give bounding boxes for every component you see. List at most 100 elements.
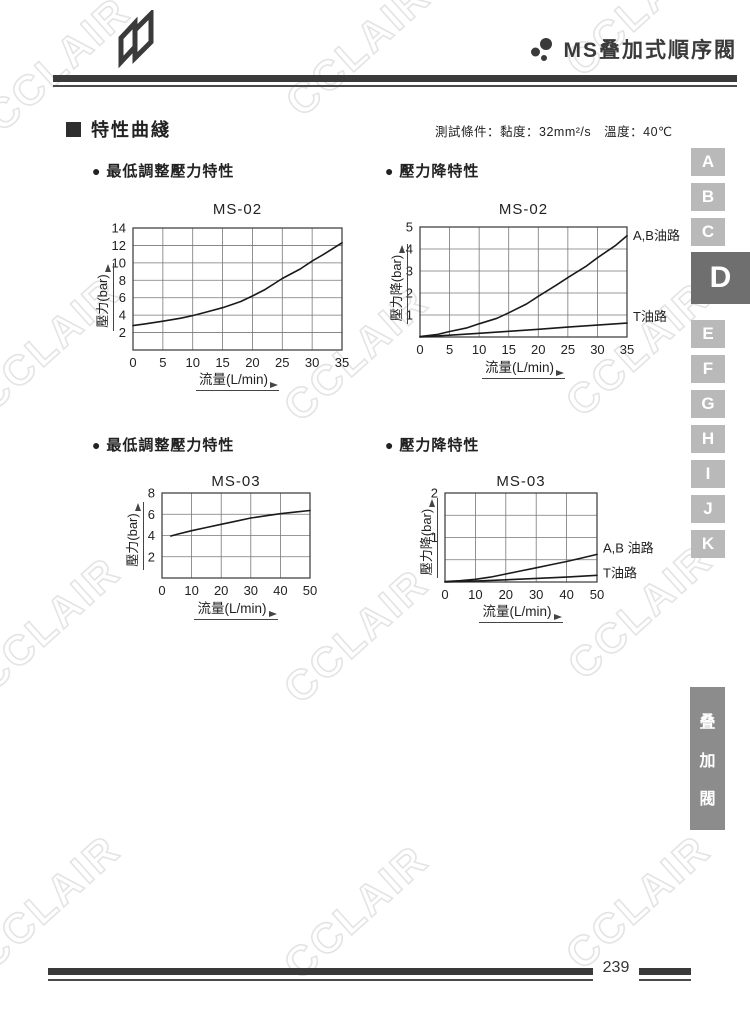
axis-arrow-icon	[556, 370, 564, 376]
sidebar-tab-h: H	[691, 425, 725, 453]
svg-text:A,B油路: A,B油路	[633, 228, 680, 243]
axis-arrow-icon	[105, 264, 111, 273]
svg-text:25: 25	[561, 342, 575, 357]
svg-text:10: 10	[468, 587, 482, 602]
svg-text:40: 40	[273, 583, 287, 598]
svg-text:14: 14	[112, 221, 126, 236]
sidebar-tab-f: F	[691, 355, 725, 383]
category-tab-char: 加	[699, 752, 716, 770]
sidebar-tab-e: E	[691, 320, 725, 348]
svg-text:8: 8	[119, 273, 126, 288]
svg-text:2: 2	[148, 549, 155, 564]
svg-text:30: 30	[305, 355, 319, 370]
svg-text:0: 0	[416, 342, 423, 357]
y-axis-label: 壓力降(bar)	[386, 224, 408, 344]
svg-text:0: 0	[129, 355, 136, 370]
y-axis-label: 壓力降(bar)	[416, 478, 438, 598]
chart-title: MS-02	[498, 201, 549, 218]
svg-text:A,B 油路: A,B 油路	[603, 540, 654, 555]
svg-text:10: 10	[184, 583, 198, 598]
svg-text:50: 50	[590, 587, 604, 602]
watermark-text: CCLAIR	[0, 824, 130, 979]
test-conditions: 測試條件：黏度：32mm²/s 溫度：40℃	[435, 125, 673, 139]
sidebar-tab-a: A	[691, 148, 725, 176]
x-axis-label: 流量(L/min)	[445, 600, 597, 623]
bullet-heading-pressure-drop-ms02: 壓力降特性	[385, 160, 479, 181]
chart-plot: 0 5 10 15 20 25 30 35 1 2 3 4 5 A,B油路 T油路	[406, 220, 680, 358]
svg-text:10: 10	[472, 342, 486, 357]
bullet-heading-min-pressure-ms02: 最低調整壓力特性	[92, 160, 234, 181]
axis-arrow-icon	[135, 503, 141, 512]
watermark-text: CCLAIR	[274, 834, 438, 989]
chart-ms02-min-pressure: MS-02 0 5 10 15 20 25 30 35 2 4 6 8 10 12 14 壓力(bar) 流…	[90, 198, 390, 398]
sidebar-tab-j: J	[691, 495, 725, 523]
svg-text:15: 15	[501, 342, 515, 357]
header-rule-thick	[53, 75, 737, 82]
sidebar-tab-k: K	[691, 530, 725, 558]
section-title: 特性曲綫	[91, 120, 171, 140]
svg-text:4: 4	[119, 308, 126, 323]
footer-rule-thick	[48, 968, 593, 975]
y-axis-label: 壓力(bar)	[92, 237, 114, 357]
chart-plot: 0 10 20 30 40 50 2 4 6 8	[148, 486, 317, 599]
section-header: 特性曲綫	[66, 116, 171, 142]
svg-text:T油路: T油路	[633, 309, 667, 324]
svg-text:15: 15	[215, 355, 229, 370]
svg-text:4: 4	[148, 528, 155, 543]
axis-arrow-icon	[429, 498, 435, 507]
footer-rule-short-thin	[639, 979, 691, 981]
svg-text:1: 1	[406, 308, 413, 323]
bullet-heading-pressure-drop-ms03: 壓力降特性	[385, 434, 479, 455]
axis-arrow-icon	[399, 244, 405, 253]
svg-text:1: 1	[431, 530, 438, 545]
svg-text:20: 20	[245, 355, 259, 370]
svg-text:12: 12	[112, 238, 126, 253]
svg-text:2: 2	[406, 286, 413, 301]
x-axis-label: 流量(L/min)	[133, 368, 342, 391]
axis-arrow-icon	[268, 611, 277, 617]
svg-text:20: 20	[499, 587, 513, 602]
watermark-text: CCLAIR	[276, 0, 440, 126]
chart-plot: 0 5 10 15 20 25 30 35 2 4 6 8 10 12 14	[112, 221, 350, 371]
svg-text:25: 25	[275, 355, 289, 370]
x-axis-label: 流量(L/min)	[420, 356, 627, 379]
svg-text:0: 0	[158, 583, 165, 598]
category-tab-stacked-valves: 叠 加 閥	[690, 687, 725, 830]
bullet-heading-min-pressure-ms03: 最低調整壓力特性	[92, 434, 234, 455]
chart-title: MS-03	[496, 473, 546, 490]
svg-text:4: 4	[406, 242, 413, 257]
chart-ms03-min-pressure: MS-03 0 10 20 30 40 50 2 4 6 8 壓力(bar) 流量(L/min)	[90, 468, 390, 628]
page-number: 239	[602, 959, 630, 976]
chart-title: MS-03	[211, 473, 261, 490]
svg-text:5: 5	[406, 220, 413, 235]
svg-text:30: 30	[590, 342, 604, 357]
svg-text:10: 10	[112, 255, 126, 270]
axis-arrow-icon	[553, 614, 562, 620]
x-axis-label: 流量(L/min)	[162, 597, 310, 620]
chart-ms03-pressure-drop: MS-03 0 10 20 30 40 50 1 2 A,B 油路 T油路 壓力降(bar) 流量…	[385, 468, 715, 628]
chart-title: MS-02	[212, 201, 263, 218]
header-rule-thin	[53, 85, 737, 87]
svg-text:10: 10	[185, 355, 199, 370]
svg-text:2: 2	[431, 486, 438, 501]
svg-text:T油路: T油路	[603, 565, 637, 580]
sidebar-tab-b: B	[691, 183, 725, 211]
sidebar-tab-c: C	[691, 218, 725, 246]
svg-text:2: 2	[119, 325, 126, 340]
section-marker-icon	[66, 121, 81, 137]
page-header: MS叠加式順序閥	[530, 34, 738, 64]
svg-text:30: 30	[244, 583, 258, 598]
footer-rule-thin	[48, 979, 593, 981]
svg-text:5: 5	[446, 342, 453, 357]
page-title: MS叠加式順序閥	[563, 39, 737, 62]
svg-text:35: 35	[335, 355, 349, 370]
brand-logo-icon	[106, 7, 168, 73]
category-tab-char: 閥	[699, 791, 716, 809]
svg-text:6: 6	[119, 290, 126, 305]
svg-text:35: 35	[620, 342, 634, 357]
sidebar-tab-g: G	[691, 390, 725, 418]
category-tab-char: 叠	[699, 713, 716, 731]
sidebar-tab-d: D	[691, 252, 750, 304]
axis-arrow-icon	[270, 382, 278, 388]
